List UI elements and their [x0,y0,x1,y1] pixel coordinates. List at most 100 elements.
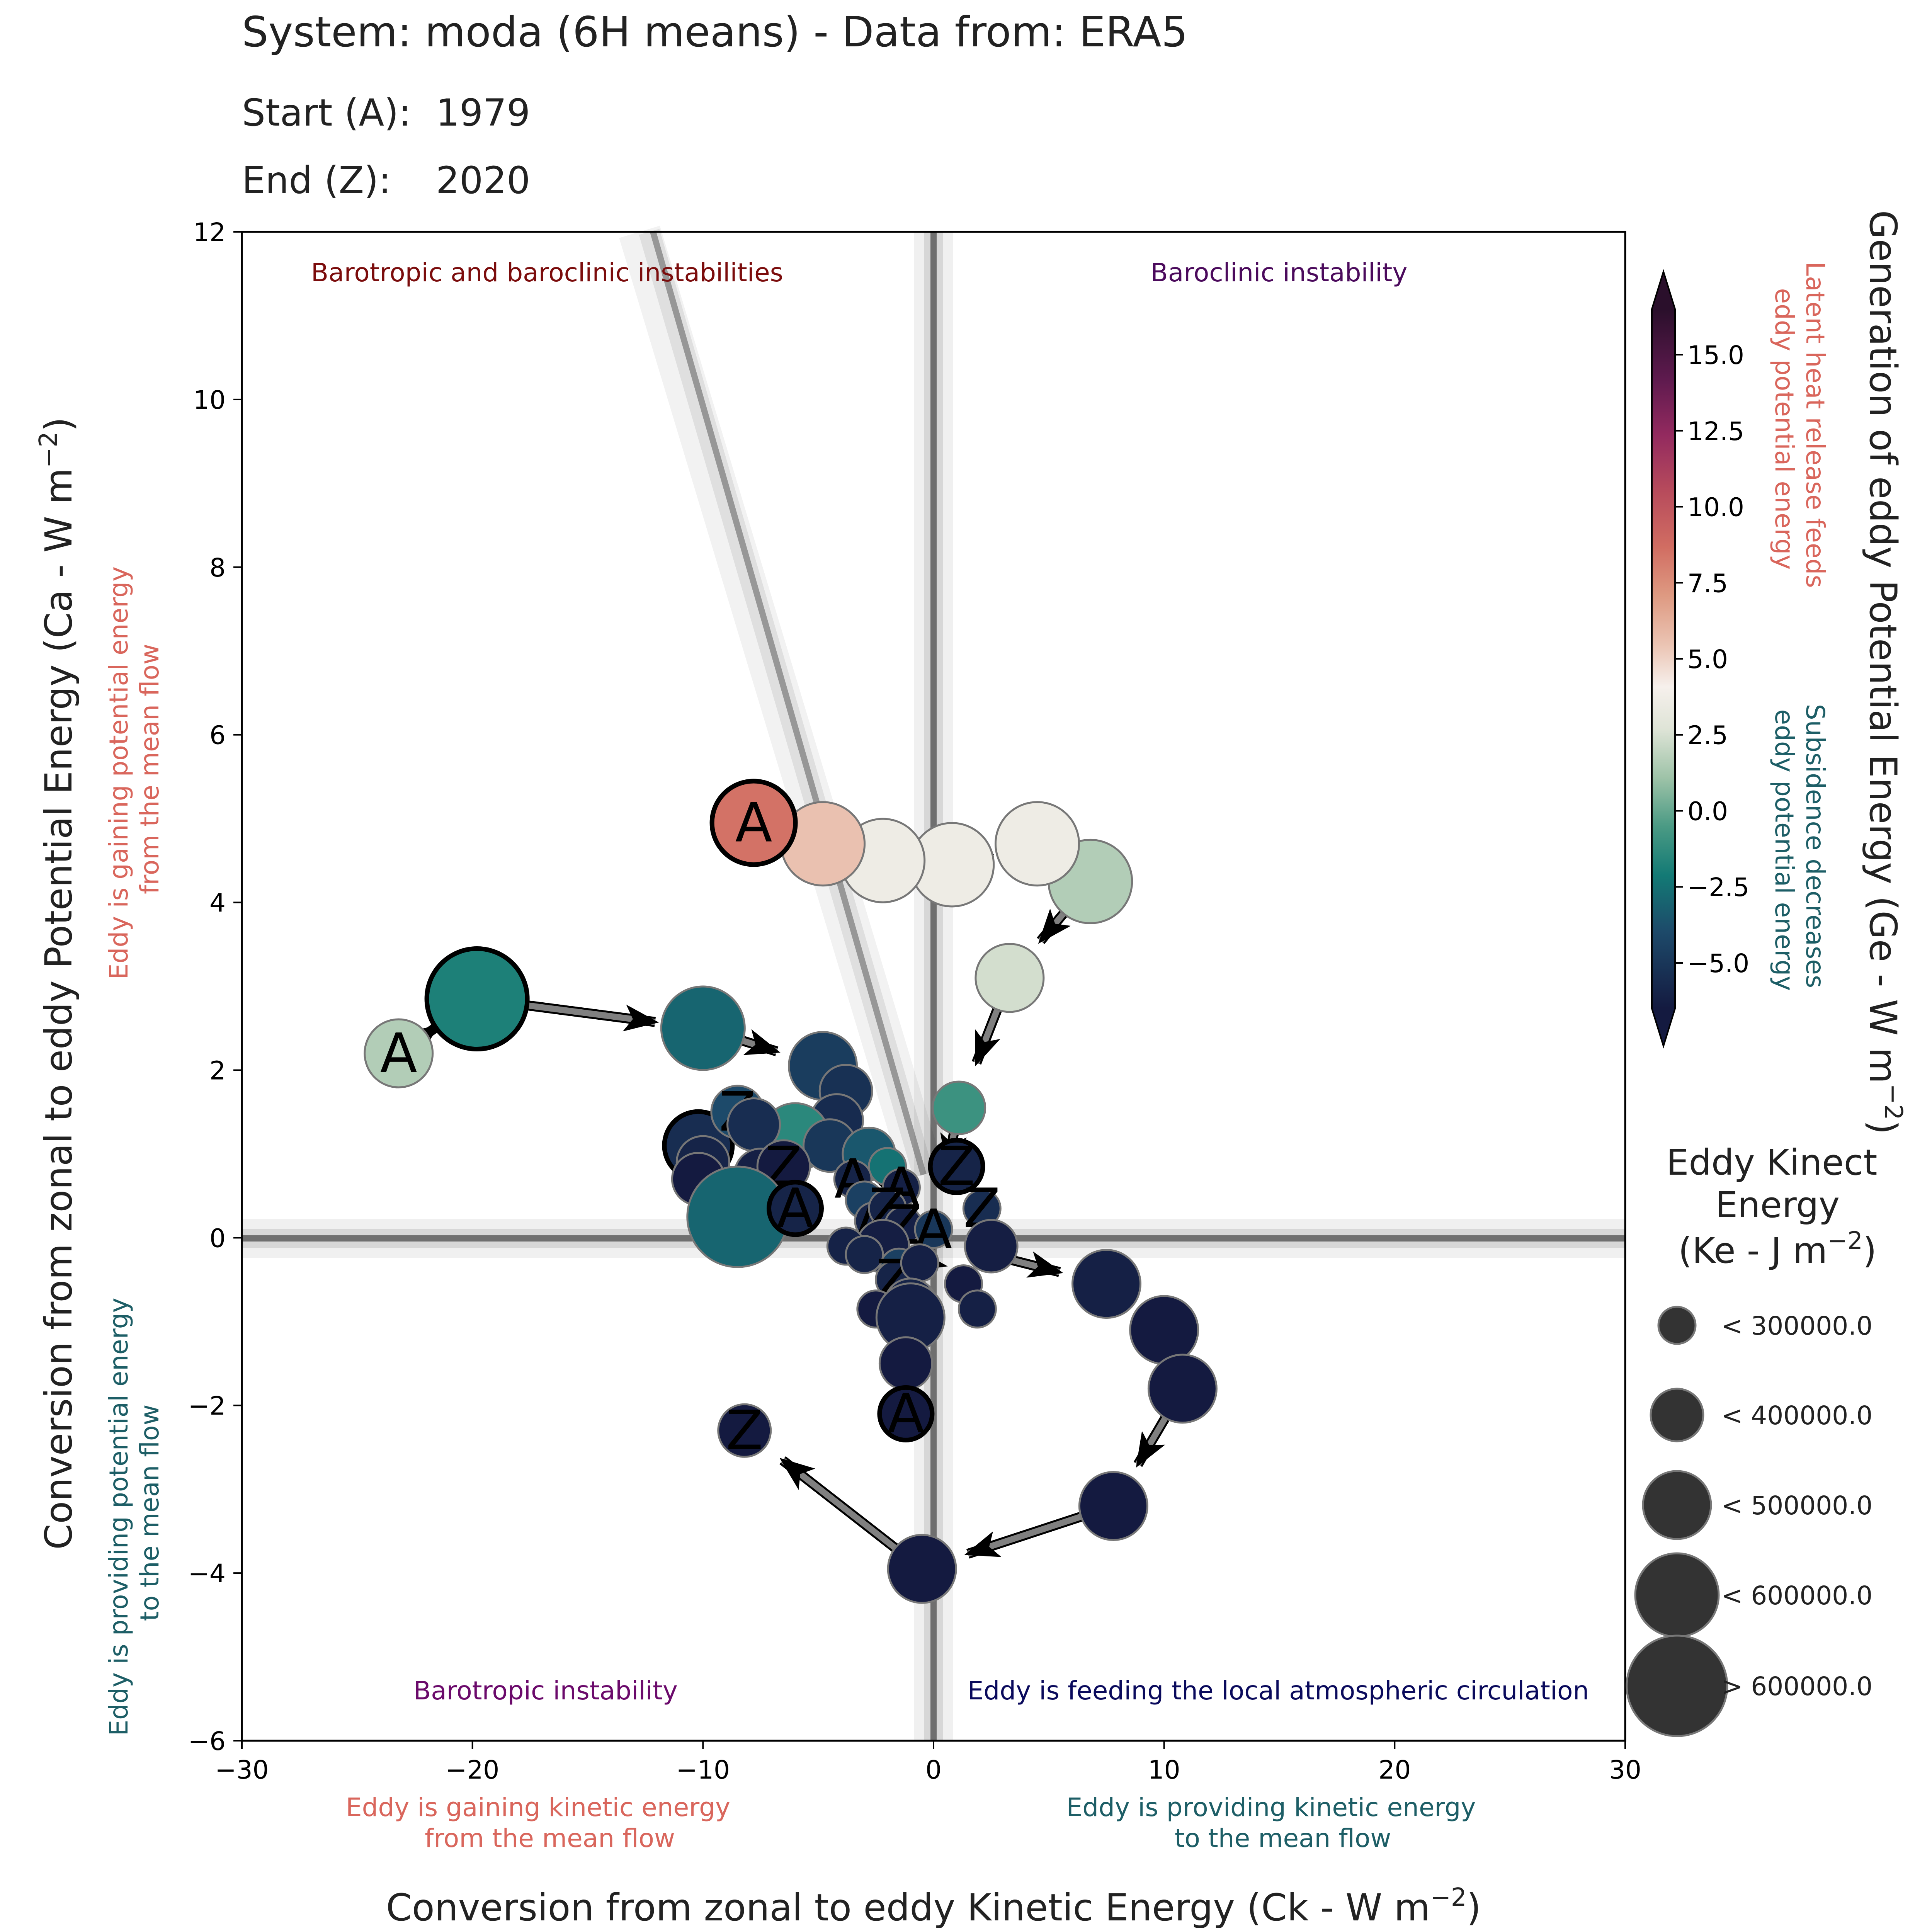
y-tick-label: 10 [193,385,226,415]
x-axis-title-main: Conversion from zonal to eddy Kinetic En… [386,1886,1430,1929]
colorbar-tick-label: 7.5 [1687,568,1728,598]
y-axis-title-main: Conversion from zonal to eddy Potential … [37,468,80,1549]
x-tick-label: −20 [446,1755,499,1785]
y-tick-label: 12 [193,218,226,247]
colorbar-tick-label: −2.5 [1687,872,1749,902]
energy-point [364,1018,434,1088]
y-tick-label: −4 [188,1559,226,1588]
diagonal-line [650,231,927,1176]
energy-point [975,943,1045,1013]
colorbar-outline [1651,269,1676,1049]
energy-point [914,1210,953,1249]
x-tick-label: 0 [925,1755,942,1785]
note-eddy-gaining-potential-line1: Eddy is gaining potential energy [104,566,134,980]
energy-point [424,946,530,1052]
point-label: A [735,791,772,854]
y-tick-label: −2 [188,1391,226,1421]
quadrant-label-top-right: Baroclinic instability [1151,258,1408,287]
note-eddy-gaining-kinetic-line2: from the mean flow [425,1823,675,1853]
x-tick-label: −10 [676,1755,730,1785]
note-eddy-gaining-potential-line2: from the mean flow [135,644,165,894]
x-axis-title-exp: −2 [1430,1883,1466,1912]
plot-area: Barotropic and baroclinic instabilities … [241,226,1626,1742]
energy-points: AZZAAAAZZAZZZAZA [364,779,1218,1604]
quadrant-label-bottom-left: Barotropic instability [413,1676,678,1706]
energy-point [1129,1295,1199,1365]
size-legend-unit-main: (Ke - J m [1678,1230,1827,1271]
y-tick-label: 4 [209,888,226,918]
figure-title: System: moda (6H means) - Data from: ERA… [242,8,1188,56]
note-eddy-providing-potential-line1: Eddy is providing potential energy [104,1298,134,1736]
energy-point [709,779,798,867]
size-legend-label: > 600000.0 [1721,1672,1872,1701]
point-label: A [380,1022,417,1085]
note-latent-heat-line1: Latent heat release feeds [1800,262,1830,588]
note-eddy-gaining-kinetic: Eddy is gaining kinetic energy from the … [346,1793,738,1853]
size-legend-marker [1657,1306,1697,1345]
y-tick-label: −6 [188,1726,226,1756]
end-label: End (Z): [242,159,391,202]
colorbar-tick-label: 2.5 [1687,721,1728,750]
energy-point [1147,1354,1218,1424]
energy-point [1071,1249,1141,1319]
size-legend-title-line2: Energy [1715,1184,1840,1226]
size-legend-marker [1626,1634,1728,1737]
size-legend-items: < 300000.0 < 400000.0 < 500000.0 < 600000.0… [1626,1306,1872,1737]
energy-point [928,1138,985,1195]
point-label: A [777,1177,814,1240]
energy-point [900,1243,939,1282]
energy-point [717,1403,772,1458]
note-eddy-providing-potential-line2: to the mean flow [135,1405,165,1621]
colorbar-tick-label: 5.0 [1687,645,1728,674]
x-axis-title-end: ) [1467,1886,1481,1929]
note-eddy-gaining-kinetic-line1: Eddy is gaining kinetic energy [346,1793,730,1822]
size-legend-label: < 300000.0 [1721,1311,1872,1341]
y-axis-title: Conversion from zonal to eddy Potential … [34,417,80,1549]
note-latent-heat-line2: eddy potential energy [1769,288,1799,570]
y-axis-title-end: ) [37,417,80,431]
size-legend-label: < 600000.0 [1721,1581,1872,1611]
size-legend-unit-exp: −2 [1827,1226,1862,1255]
size-legend-label: < 500000.0 [1721,1491,1872,1520]
colorbar-tick-label: 15.0 [1687,340,1744,370]
note-subsidence-line2: eddy potential energy [1769,709,1799,991]
energy-point [1078,1471,1148,1541]
size-legend-marker [1642,1470,1712,1540]
energy-point [767,1180,824,1237]
note-latent-heat: Latent heat release feeds eddy potential… [1769,262,1830,596]
colorbar-ticks: 15.0 12.5 10.0 7.5 5.0 2.5 0.0 −2.5 −5.0 [1675,340,1749,978]
energy-point [995,801,1080,887]
colorbar-title-exp: −2 [1879,1083,1907,1120]
energy-point [932,1080,986,1135]
point-label: Z [726,1399,763,1462]
energy-point [964,1219,1019,1274]
note-eddy-providing-kinetic: Eddy is providing kinetic energy to the … [1066,1793,1484,1853]
energy-point [957,1289,997,1329]
x-tick-label: 30 [1609,1755,1641,1785]
size-legend-unit-end: ) [1863,1230,1877,1271]
quadrant-label-top-left: Barotropic and baroclinic instabilities [311,258,783,287]
x-tick-label: 20 [1378,1755,1411,1785]
size-legend-title: Eddy Kinect Energy [1666,1142,1888,1226]
energy-point [660,985,746,1071]
energy-point [887,1534,957,1604]
note-eddy-providing-potential: Eddy is providing potential energy to th… [104,1289,165,1736]
size-legend-title-line3: (Ke - J m−2) [1678,1226,1876,1271]
trajectory-arrow [964,1510,1092,1557]
x-axis-ticks: −30 −20 −10 0 10 20 30 [215,1741,1641,1785]
trajectory-arrow [779,1458,906,1557]
energy-point [877,1385,935,1442]
y-tick-label: 6 [209,721,226,750]
colorbar: 15.0 12.5 10.0 7.5 5.0 2.5 0.0 −2.5 −5.0 [1651,269,1749,1049]
colorbar-extend-bottom [1652,1007,1675,1046]
size-legend-marker [1634,1552,1720,1638]
note-eddy-gaining-potential: Eddy is gaining potential energy from th… [104,558,165,980]
quadrant-label-bottom-right: Eddy is feeding the local atmospheric ci… [968,1676,1589,1706]
note-eddy-providing-kinetic-line2: to the mean flow [1175,1823,1391,1853]
x-axis-title: Conversion from zonal to eddy Kinetic En… [386,1883,1481,1929]
y-tick-label: 8 [209,553,226,583]
colorbar-title-end: ) [1861,1120,1905,1134]
colorbar-tick-label: 12.5 [1687,417,1744,446]
y-tick-label: 2 [209,1056,226,1085]
